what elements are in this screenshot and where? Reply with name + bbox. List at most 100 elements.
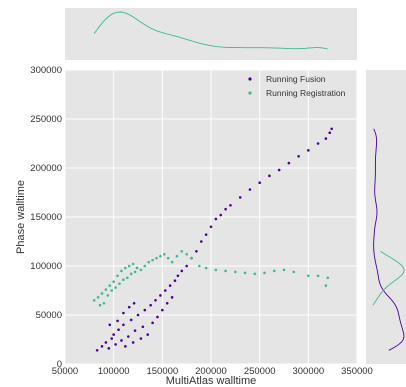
legend-marker-running-registration [248,91,252,95]
scatter-point [151,258,154,262]
scatter-points [92,127,333,352]
scatter-point [95,348,99,352]
y-tick-label: 150000 [30,212,62,223]
scatter-point [104,288,108,291]
scatter-point [175,254,179,258]
scatter-point [100,292,104,295]
scatter-point [248,188,252,191]
scatter-point [120,269,123,273]
x-axis-ticks: 50000 100000 150000 200000 250000 300000 35000… [52,366,373,377]
scatter-point [180,269,184,273]
scatter-point [141,325,145,329]
scatter-point [110,289,114,292]
scatter-point [139,268,143,272]
scatter-point [173,279,177,283]
series-running-fusion [95,127,333,352]
y-axis-label: Phase walltime [15,180,27,254]
scatter-point [229,203,232,207]
scatter-point [127,305,131,309]
scatter-point [328,131,332,135]
scatter-point [258,181,261,184]
scatter-point [316,274,320,278]
marginal-y-panel [366,70,406,364]
legend: Running Fusion Running Registration [248,74,346,98]
scatter-point [131,262,135,266]
marginal-x-panel [65,8,357,60]
grid [64,69,358,365]
scatter-point [116,274,119,278]
marginal-y-curve [372,250,405,306]
scatter-point [190,256,193,260]
x-tick-label: 350000 [341,366,373,377]
scatter-point [135,266,139,270]
scatter-point [129,272,133,276]
scatter-point [159,294,162,297]
scatter-point [102,301,106,305]
marginal-x-curve [93,11,328,50]
scatter-point [122,311,125,315]
scatter-point [199,240,203,243]
scatter-point [326,276,330,280]
scatter-point [107,347,111,350]
scatter-point [292,270,296,274]
scatter-point [198,264,201,268]
scatter-point [131,341,135,344]
scatter-point [170,260,174,264]
marginal-x-density [93,11,328,50]
scatter-point [151,321,154,325]
x-tick-label: 200000 [195,366,227,377]
scatter-point [307,274,310,278]
y-tick-label: 200000 [30,163,62,174]
marginal-y-density [372,128,405,351]
scatter-point [127,264,131,268]
scatter-point [297,154,300,158]
scatter-point [214,217,218,221]
scatter-point [143,264,147,268]
scatter-point [272,269,276,273]
scatter-point [156,315,159,319]
scatter-point [125,276,129,280]
x-tick-label: 300000 [292,366,324,377]
scatter-point [117,328,120,332]
scatter-point [120,339,123,342]
scatter-point [195,250,198,253]
scatter-point [139,337,143,340]
scatter-point [147,260,151,264]
scatter-point [162,252,166,256]
scatter-point [185,264,188,268]
scatter-point [166,256,170,260]
scatter-point [126,335,130,338]
scatter-point [106,294,110,297]
scatter-point [133,270,137,274]
scatter-point [112,280,115,283]
scatter-point [100,345,104,348]
scatter-point [224,207,227,211]
scatter-point [324,137,328,140]
scatter-point [110,337,114,340]
scatter-point [122,278,125,282]
scatter-point [214,268,218,272]
x-tick-label: 150000 [146,366,178,377]
scatter-point [307,149,310,152]
legend-marker-running-fusion [248,77,252,81]
scatter-point [108,284,112,287]
x-tick-label: 100000 [98,366,130,377]
x-axis-label: MultiAtlas walltime [166,375,256,387]
y-tick-label: 300000 [30,65,62,76]
scatter-point [324,284,328,287]
scatter-point [253,272,257,276]
scatter-point [234,270,237,274]
y-tick-label: 100000 [30,261,62,272]
scatter-point [92,299,96,302]
scatter-point [124,266,127,270]
scatter-point [263,271,266,275]
scatter-point [118,282,121,285]
scatter-point [143,308,147,312]
x-tick-label: 50000 [52,366,78,377]
scatter-point [204,266,208,270]
scatter-point [165,301,169,305]
series-running-registration [92,250,330,307]
legend-label-running-registration: Running Registration [266,88,346,98]
legend-label-running-fusion: Running Fusion [266,74,326,84]
scatter-point [209,225,213,229]
